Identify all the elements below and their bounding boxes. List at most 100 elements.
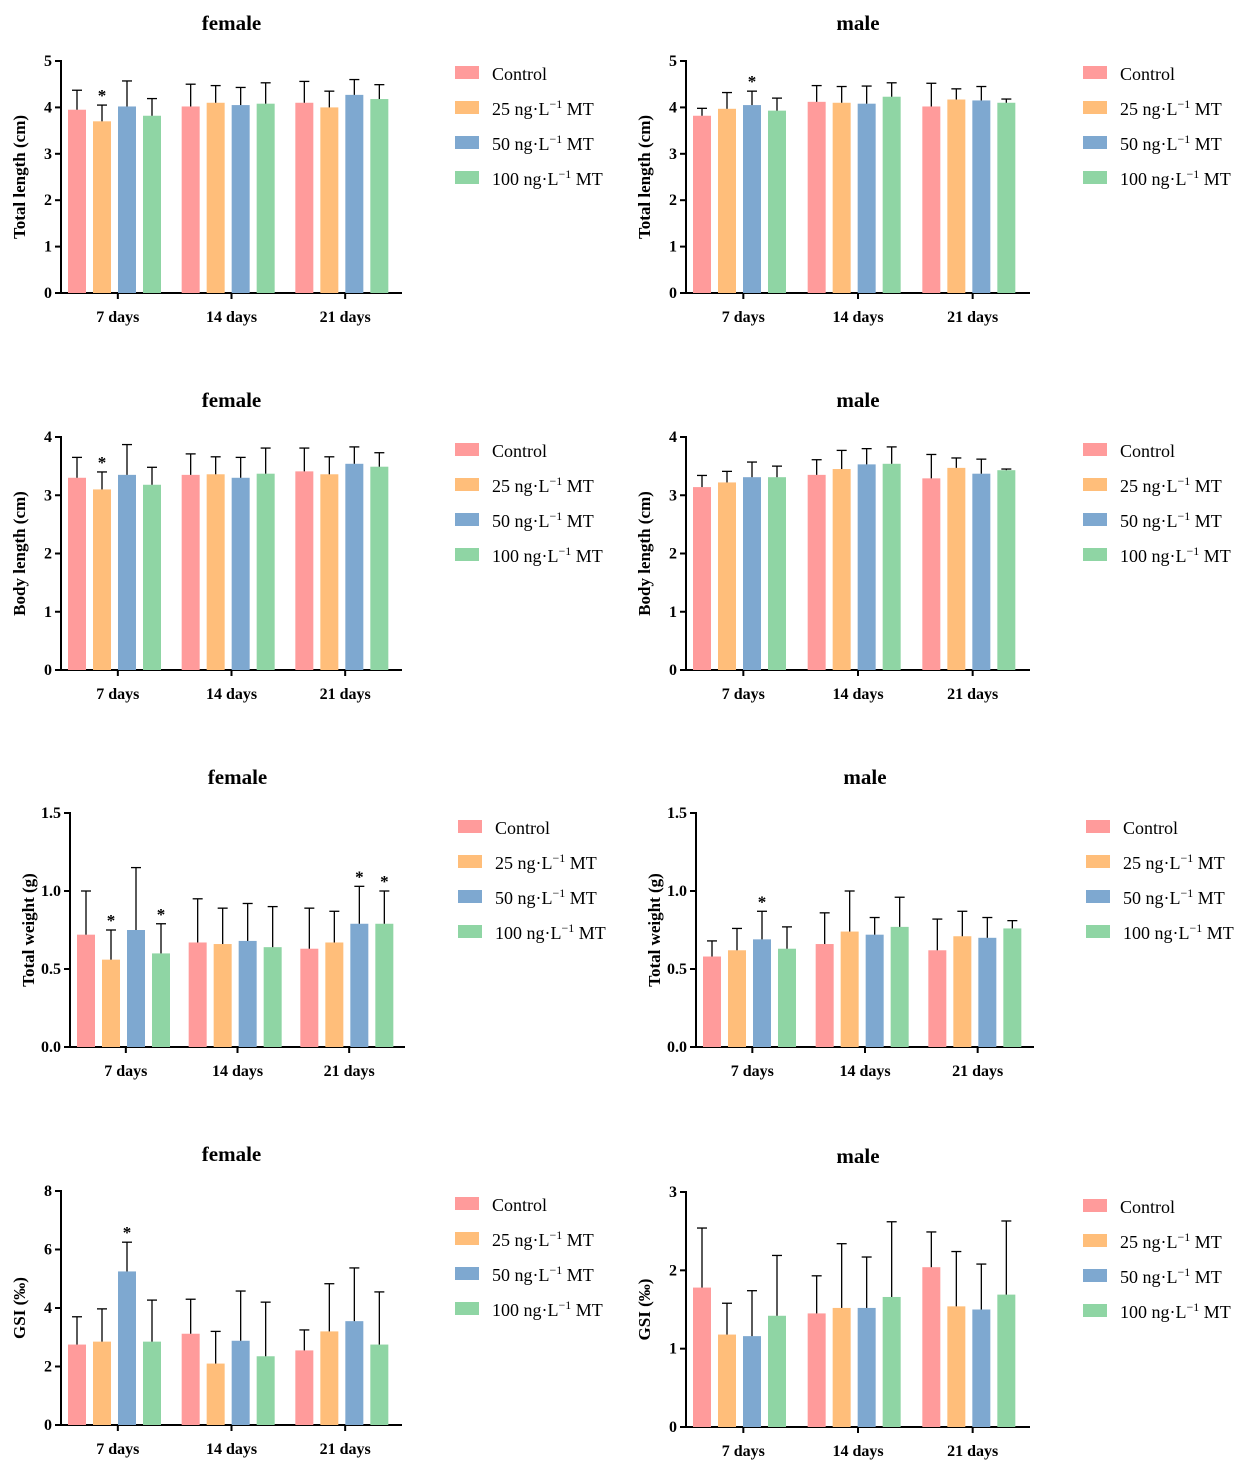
bar bbox=[93, 489, 111, 670]
legend-label-suffix: MT bbox=[1190, 134, 1222, 154]
legend-label-superscript: −1 bbox=[559, 167, 572, 181]
bar bbox=[857, 464, 876, 670]
legend-label-base: 100 ng·L bbox=[1120, 169, 1187, 189]
bar bbox=[102, 959, 120, 1047]
legend-label-suffix: MT bbox=[562, 511, 594, 531]
legend-label: 50 ng·L−1 MT bbox=[1120, 132, 1222, 154]
bar bbox=[118, 106, 136, 293]
significance-marker: * bbox=[758, 892, 767, 911]
bar bbox=[857, 103, 876, 293]
x-category-label: 14 days bbox=[206, 309, 257, 326]
legend-label-suffix: MT bbox=[562, 134, 594, 154]
bar bbox=[256, 103, 275, 293]
legend-label-superscript: −1 bbox=[550, 132, 563, 146]
legend-label-suffix: MT bbox=[1199, 546, 1231, 566]
legend-swatch bbox=[1083, 443, 1107, 456]
bar bbox=[728, 950, 746, 1047]
y-tick-label: 4 bbox=[44, 429, 52, 446]
legend-swatch bbox=[455, 1302, 479, 1315]
legend-label-base: 50 ng·L bbox=[492, 134, 550, 154]
legend-swatch bbox=[1083, 548, 1107, 561]
legend-label-superscript: −1 bbox=[1178, 509, 1191, 523]
legend-label-base: 50 ng·L bbox=[1120, 134, 1178, 154]
bar bbox=[350, 923, 369, 1047]
legend-swatch bbox=[1083, 171, 1107, 184]
legend-label-base: 25 ng·L bbox=[1123, 853, 1181, 873]
legend-label-base: 100 ng·L bbox=[492, 1300, 559, 1320]
legend-label: Control bbox=[1120, 1197, 1175, 1217]
y-tick-label: 0 bbox=[669, 285, 677, 302]
legend-swatch bbox=[1083, 513, 1107, 526]
legend-swatch bbox=[458, 925, 482, 938]
bar bbox=[295, 471, 314, 670]
bar bbox=[693, 487, 711, 670]
bar bbox=[143, 1341, 161, 1425]
bar bbox=[922, 478, 941, 670]
bar bbox=[238, 940, 257, 1047]
bar bbox=[768, 477, 786, 670]
legend-label-superscript: −1 bbox=[562, 921, 575, 935]
bar bbox=[127, 930, 145, 1047]
legend-label: 25 ng·L−1 MT bbox=[1120, 474, 1222, 496]
bar bbox=[840, 931, 859, 1047]
legend-label-superscript: −1 bbox=[553, 851, 566, 865]
y-tick-label: 3 bbox=[669, 146, 677, 163]
bar bbox=[118, 1271, 136, 1425]
bar bbox=[231, 1340, 250, 1425]
bar bbox=[857, 1307, 876, 1427]
legend-swatch bbox=[455, 443, 479, 456]
significance-marker: * bbox=[748, 72, 757, 91]
x-category-label: 21 days bbox=[952, 1063, 1003, 1080]
y-tick-label: 1 bbox=[44, 604, 52, 621]
y-axis-label: Total weight (g) bbox=[645, 873, 664, 987]
legend-label-superscript: −1 bbox=[550, 509, 563, 523]
legend-label: 25 ng·L−1 MT bbox=[492, 1228, 594, 1250]
legend-swatch bbox=[1083, 66, 1107, 79]
legend-label-base: 100 ng·L bbox=[1120, 1302, 1187, 1322]
bar bbox=[181, 1333, 200, 1425]
y-tick-label: 3 bbox=[669, 1184, 677, 1201]
legend-label-base: 25 ng·L bbox=[1120, 99, 1178, 119]
legend-label-superscript: −1 bbox=[559, 544, 572, 558]
bar bbox=[370, 466, 389, 670]
y-tick-label: 0 bbox=[44, 662, 52, 679]
bar bbox=[152, 953, 170, 1047]
x-category-label: 7 days bbox=[722, 686, 765, 703]
y-tick-label: 0.0 bbox=[667, 1039, 687, 1056]
significance-marker: * bbox=[123, 1223, 132, 1242]
bar bbox=[93, 1341, 111, 1425]
legend-label: 100 ng·L−1 MT bbox=[492, 544, 603, 566]
x-category-label: 21 days bbox=[324, 1063, 375, 1080]
bar bbox=[947, 467, 966, 670]
legend-swatch bbox=[458, 855, 482, 868]
legend-swatch bbox=[1083, 478, 1107, 491]
legend-label-base: Control bbox=[1123, 818, 1178, 838]
y-tick-label: 1.0 bbox=[667, 883, 687, 900]
y-tick-label: 0 bbox=[44, 1417, 52, 1434]
bar bbox=[997, 102, 1016, 293]
legend-swatch bbox=[455, 101, 479, 114]
y-tick-label: 2 bbox=[669, 1262, 677, 1279]
y-tick-label: 5 bbox=[669, 53, 677, 70]
y-tick-label: 1 bbox=[669, 239, 677, 256]
legend-swatch bbox=[455, 66, 479, 79]
legend-label: 50 ng·L−1 MT bbox=[1123, 886, 1225, 908]
bar bbox=[181, 106, 200, 293]
bar bbox=[77, 934, 95, 1047]
bar bbox=[807, 474, 826, 670]
legend-label-suffix: MT bbox=[1193, 888, 1225, 908]
chart-panel-4: male Body length (cm) 0 1 2 3 4 7 days 14 days 21… bbox=[635, 388, 1231, 703]
legend-label-base: 25 ng·L bbox=[495, 853, 553, 873]
legend-label: 100 ng·L−1 MT bbox=[492, 1298, 603, 1320]
bar bbox=[832, 469, 851, 670]
x-category-label: 21 days bbox=[320, 1441, 371, 1458]
legend-label-suffix: MT bbox=[565, 888, 597, 908]
bar bbox=[1003, 928, 1022, 1047]
x-category-label: 14 days bbox=[832, 1443, 883, 1460]
bar bbox=[320, 1331, 339, 1425]
bar bbox=[882, 96, 901, 293]
